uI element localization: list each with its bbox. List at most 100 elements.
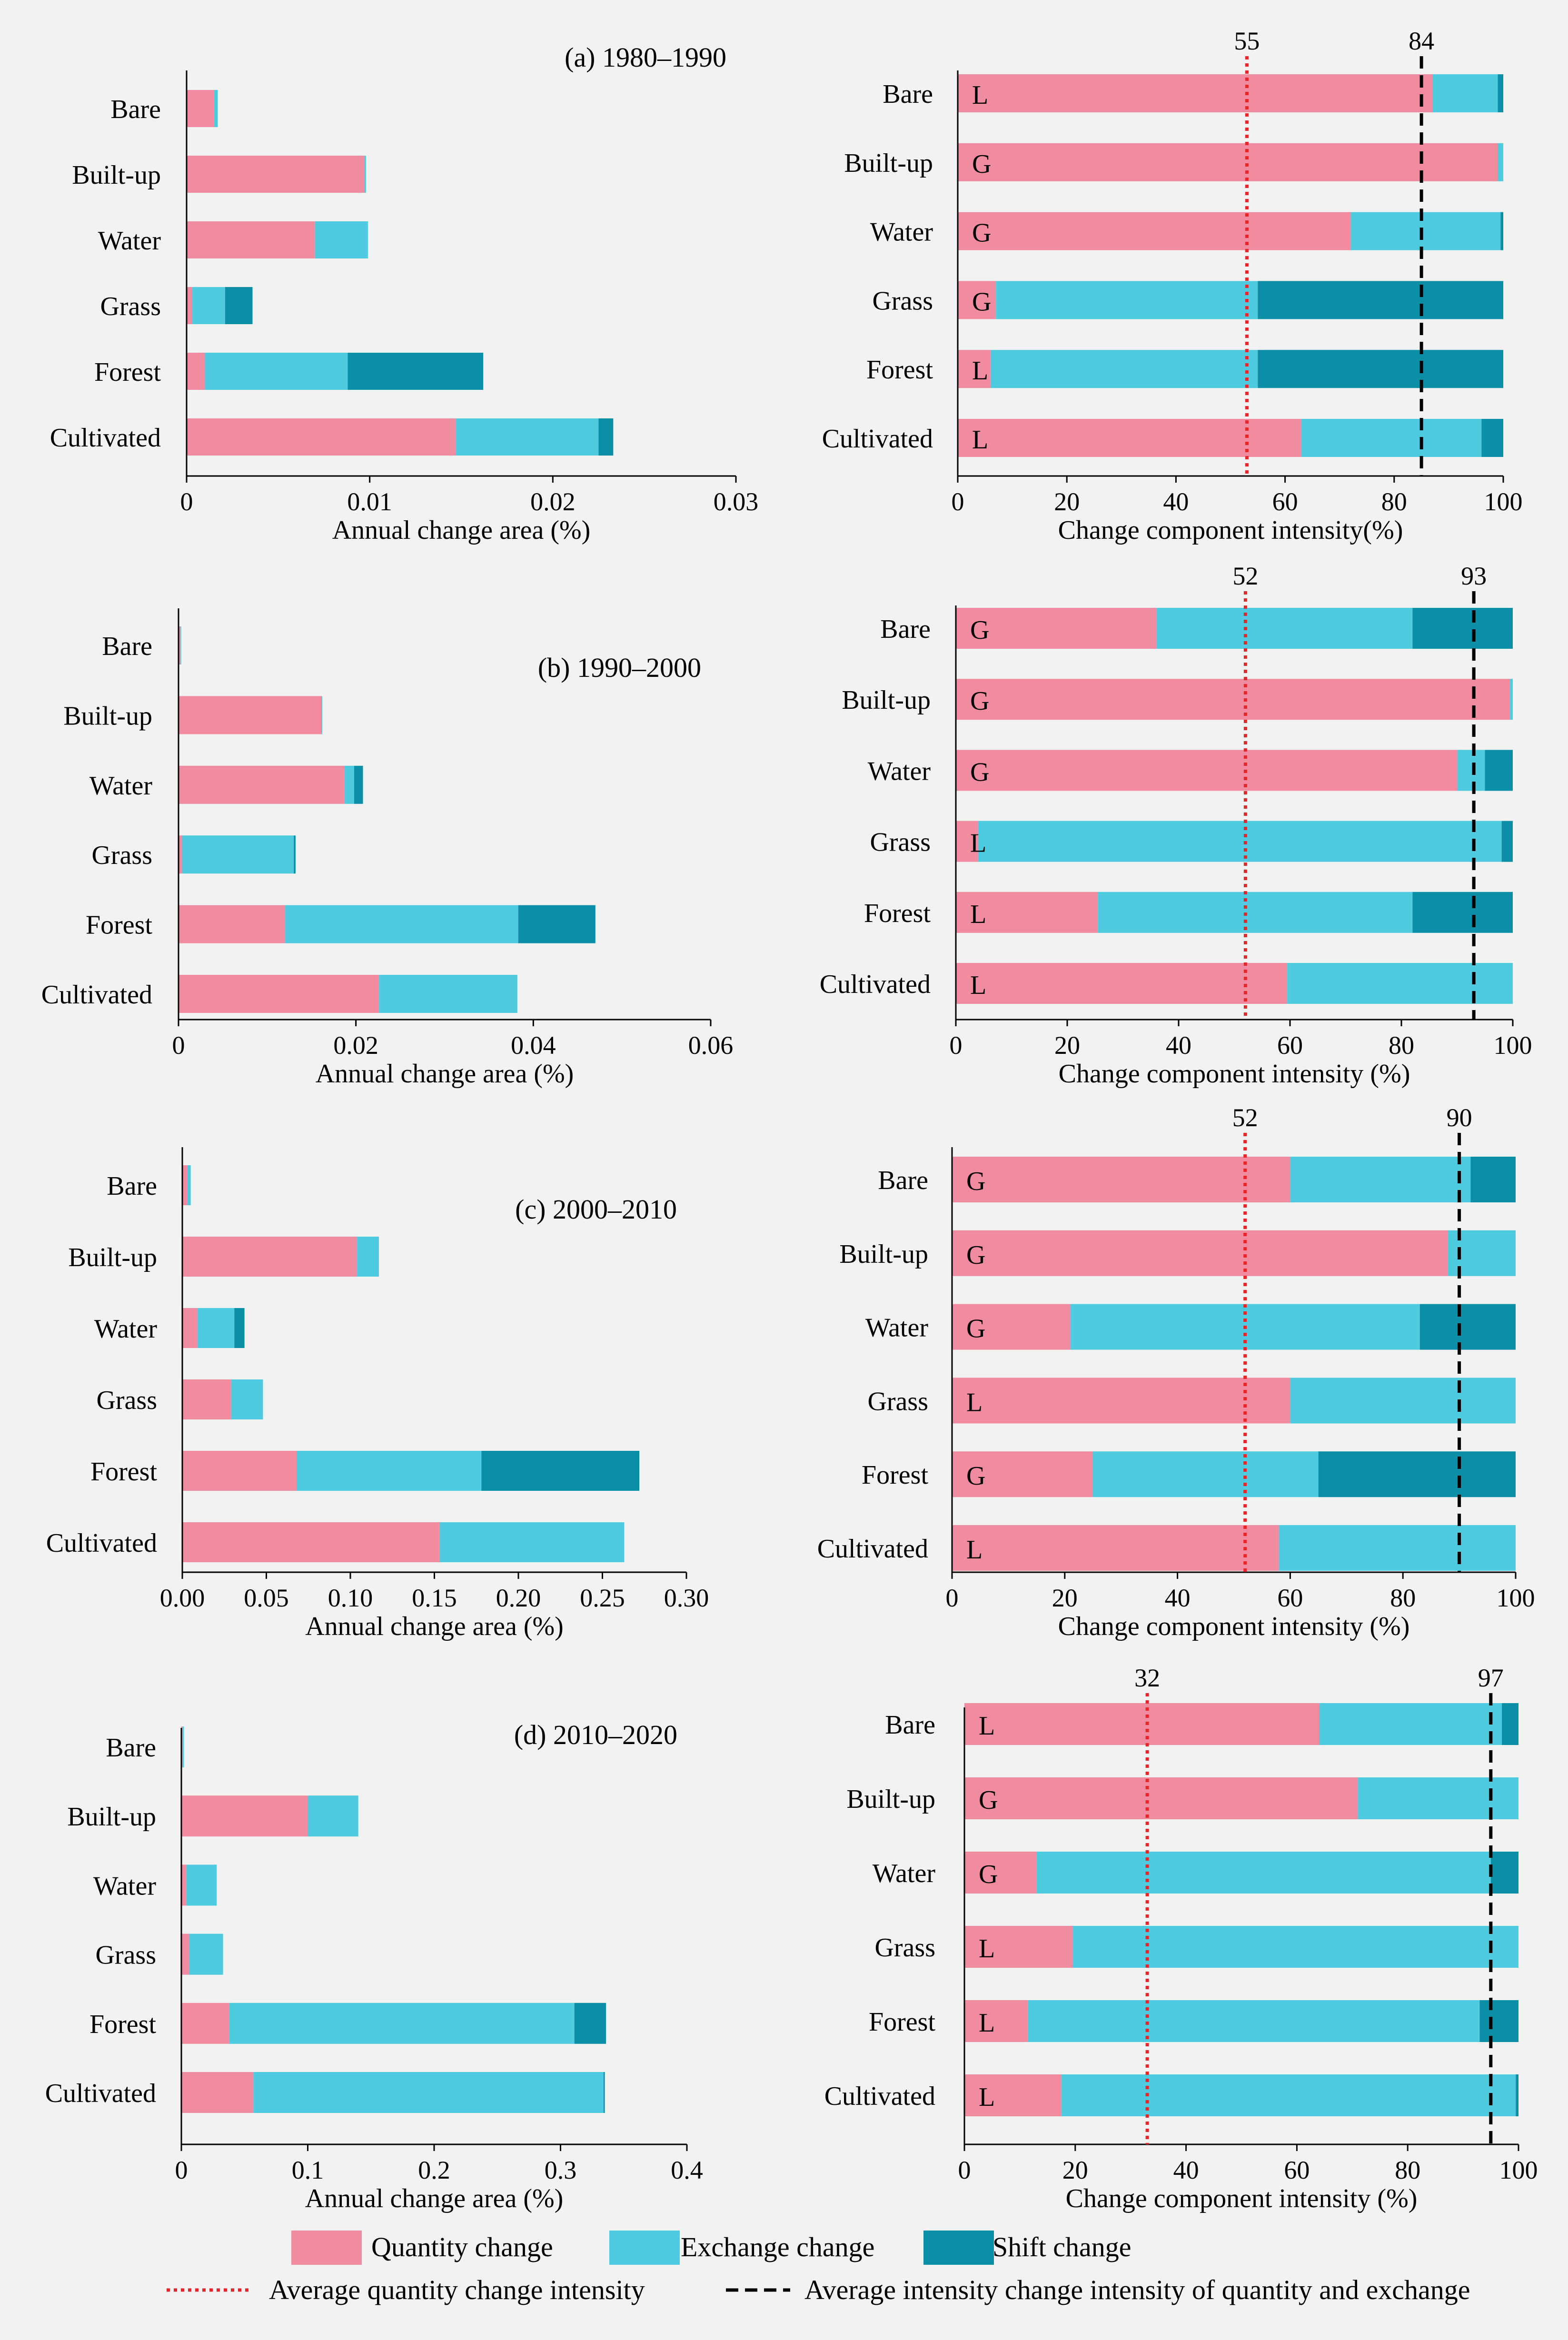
avg-quantity-exchange-value: 97 bbox=[1478, 1664, 1504, 1692]
bar-shift-grass bbox=[1501, 821, 1513, 862]
bar-label-grass: L bbox=[966, 1388, 982, 1417]
bar-exchange-forest bbox=[297, 1451, 482, 1491]
panel-c-left: BareBuilt-upWaterGrassForestCultivated0.… bbox=[46, 1147, 709, 1641]
x-tick-label: 80 bbox=[1390, 1584, 1416, 1612]
category-label: Forest bbox=[869, 2007, 935, 2037]
panel-title: (a) 1980–1990 bbox=[565, 42, 726, 73]
bar-label-cultivated: L bbox=[966, 1535, 982, 1565]
legend-swatch-shift bbox=[923, 2231, 994, 2265]
category-label: Bare bbox=[885, 1710, 935, 1740]
bar-label-cultivated: L bbox=[979, 2082, 995, 2112]
bar-exchange-cultivated bbox=[1061, 2074, 1516, 2116]
bar-quantity-forest bbox=[956, 892, 1098, 933]
bar-quantity-grass bbox=[181, 1933, 189, 1975]
bar-exchange-built-up bbox=[364, 156, 366, 193]
bar-label-built-up: G bbox=[970, 686, 989, 716]
bar-exchange-water bbox=[1350, 212, 1501, 250]
avg-quantity-value: 32 bbox=[1134, 1664, 1160, 1692]
bar-shift-cultivated bbox=[598, 418, 614, 456]
x-tick-label: 0.01 bbox=[347, 487, 392, 516]
bar-quantity-cultivated bbox=[179, 975, 379, 1013]
bar-quantity-bare bbox=[964, 1703, 1319, 1745]
bar-quantity-cultivated bbox=[956, 963, 1288, 1004]
category-label: Water bbox=[93, 1871, 157, 1901]
bar-exchange-water bbox=[186, 1864, 217, 1906]
bar-shift-cultivated bbox=[1516, 2074, 1518, 2116]
x-tick-label: 0.2 bbox=[418, 2156, 450, 2184]
panel-b-left: Bare Built-up Water Grass Forest Cultivated 0 0… bbox=[41, 608, 734, 1089]
x-tick-label: 80 bbox=[1395, 2156, 1420, 2184]
x-tick-label: 100 bbox=[1497, 1584, 1535, 1612]
x-tick-label: 0.30 bbox=[664, 1584, 709, 1612]
x-tick-label: 0.10 bbox=[328, 1584, 373, 1612]
x-tick-label: 40 bbox=[1165, 1584, 1191, 1612]
category-label: Forest bbox=[86, 911, 152, 940]
bar-exchange-water bbox=[1457, 750, 1485, 791]
category-label: Bare bbox=[106, 1733, 156, 1763]
bar-label-grass: L bbox=[970, 829, 986, 858]
bar-shift-forest bbox=[1479, 2000, 1518, 2042]
panel-b-right: Bare G Built-up G Water G Grass L Forest L Cultiva… bbox=[820, 562, 1532, 1089]
avg-quantity-value: 52 bbox=[1232, 562, 1258, 590]
bar-quantity-water bbox=[956, 750, 1457, 791]
bar-exchange-bare bbox=[187, 1165, 191, 1205]
bar-quantity-bare bbox=[187, 90, 214, 127]
x-tick-label: 0 bbox=[180, 487, 193, 516]
bar-quantity-grass bbox=[187, 287, 192, 324]
x-axis-title: Annual change area (%) bbox=[305, 2184, 564, 2213]
legend-swatch-quantity bbox=[291, 2231, 362, 2265]
bar-label-water: G bbox=[979, 1860, 998, 1889]
bar-quantity-grass bbox=[179, 835, 182, 874]
bar-exchange-bare bbox=[1156, 608, 1413, 649]
bar-shift-water bbox=[234, 1308, 245, 1348]
bar-shift-cultivated bbox=[603, 2072, 605, 2113]
bar-exchange-forest bbox=[285, 905, 518, 943]
x-tick-label: 80 bbox=[1389, 1031, 1414, 1060]
bar-shift-grass bbox=[1258, 281, 1503, 319]
category-label: Grass bbox=[100, 292, 161, 321]
category-label: Forest bbox=[89, 2010, 156, 2039]
bar-quantity-bare bbox=[179, 626, 180, 664]
panel-a-right: Bare L Built-up G Water G Grass G Forest L Cultiva… bbox=[822, 27, 1523, 545]
bar-shift-bare bbox=[1498, 74, 1503, 112]
bar-shift-forest bbox=[347, 353, 484, 390]
bar-exchange-grass bbox=[182, 835, 294, 874]
bar-label-forest: L bbox=[970, 900, 986, 929]
bar-label-bare: G bbox=[970, 615, 989, 645]
bar-quantity-forest bbox=[952, 1451, 1093, 1497]
legend-label-exchange: Exchange change bbox=[681, 2231, 874, 2262]
panel-title: (d) 2010–2020 bbox=[514, 1719, 677, 1750]
x-tick-label: 60 bbox=[1272, 487, 1298, 516]
bar-exchange-water bbox=[315, 221, 368, 258]
bar-shift-water bbox=[1485, 750, 1513, 791]
x-tick-label: 40 bbox=[1166, 1031, 1191, 1060]
x-tick-label: 80 bbox=[1381, 487, 1407, 516]
x-tick-label: 0 bbox=[950, 1031, 963, 1060]
category-label: Bare bbox=[883, 79, 933, 109]
x-tick-label: 0.06 bbox=[688, 1031, 734, 1060]
legend-label-quantity: Quantity change bbox=[371, 2231, 553, 2262]
bar-quantity-forest bbox=[182, 1451, 297, 1491]
category-label: Bare bbox=[102, 632, 152, 661]
bar-exchange-forest bbox=[205, 353, 348, 390]
category-label: Bare bbox=[878, 1166, 928, 1195]
legend-swatch-exchange bbox=[609, 2231, 680, 2265]
x-axis-title: Annual change area (%) bbox=[316, 1059, 574, 1089]
bar-shift-water bbox=[1419, 1304, 1516, 1350]
bar-exchange-cultivated bbox=[1287, 963, 1513, 1004]
bar-shift-forest bbox=[574, 2003, 606, 2044]
bar-label-grass: G bbox=[972, 287, 991, 317]
category-label: Bare bbox=[107, 1171, 157, 1201]
bar-quantity-grass bbox=[956, 821, 978, 862]
bar-quantity-cultivated bbox=[958, 419, 1301, 457]
bar-label-bare: L bbox=[979, 1711, 995, 1741]
bar-quantity-built-up bbox=[181, 1795, 308, 1837]
bar-label-built-up: G bbox=[979, 1785, 998, 1815]
x-tick-label: 0 bbox=[172, 1031, 185, 1060]
category-label: Water bbox=[868, 756, 931, 786]
bar-quantity-built-up bbox=[179, 696, 321, 734]
bar-exchange-bare bbox=[1290, 1157, 1471, 1202]
x-tick-label: 0.20 bbox=[496, 1584, 541, 1612]
category-label: Cultivated bbox=[820, 970, 931, 999]
